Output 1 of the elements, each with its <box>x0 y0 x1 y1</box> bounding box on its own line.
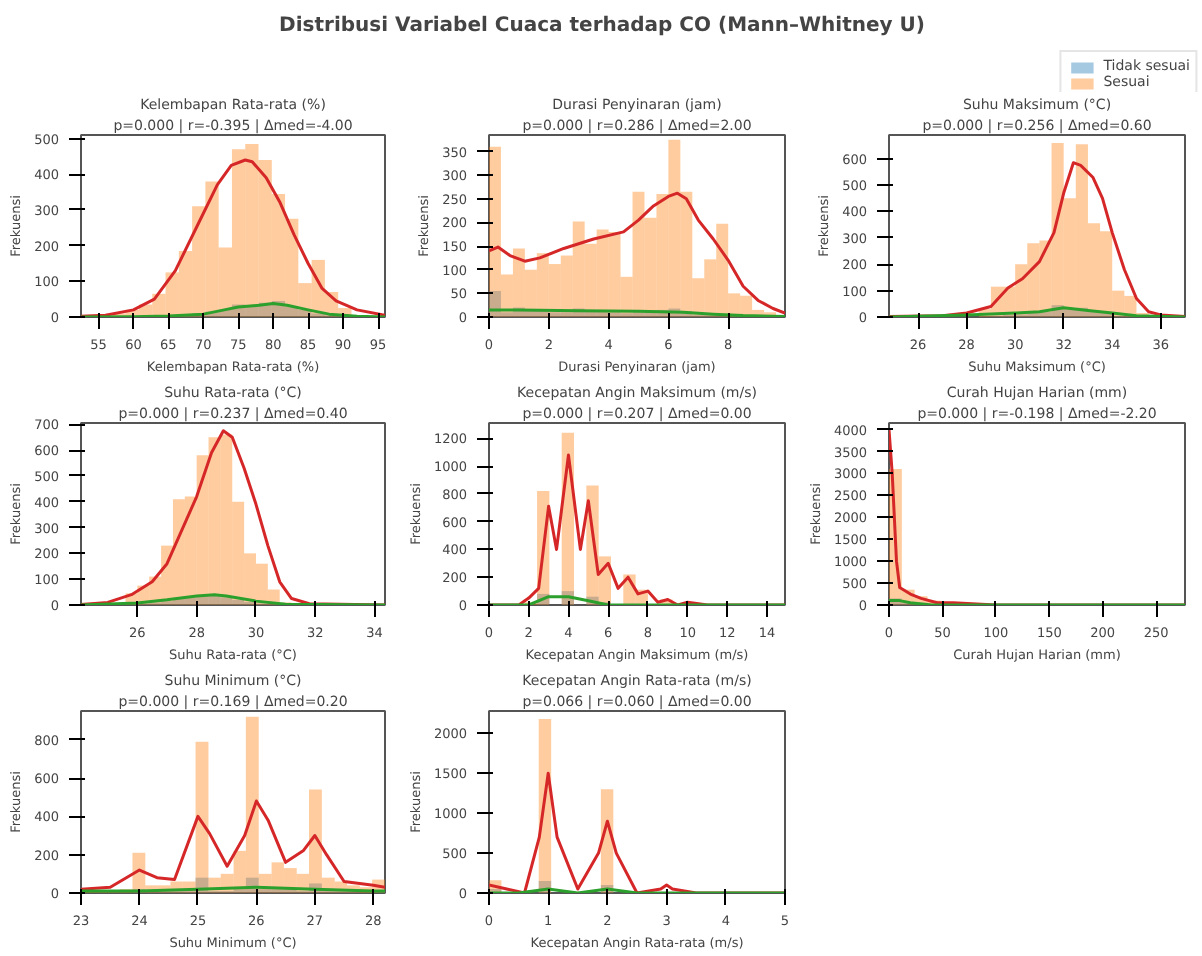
text: Distribusi Variabel Cuaca terhadap CO (Mann–Whitney U) <box>279 15 925 37</box>
